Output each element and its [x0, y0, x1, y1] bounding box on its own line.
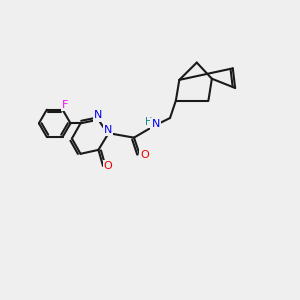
- Text: O: O: [104, 161, 112, 171]
- Text: O: O: [140, 150, 149, 160]
- Text: F: F: [62, 100, 69, 110]
- Text: H: H: [145, 117, 152, 127]
- Text: N: N: [94, 110, 103, 121]
- Text: N: N: [152, 119, 160, 129]
- Text: N: N: [104, 125, 112, 135]
